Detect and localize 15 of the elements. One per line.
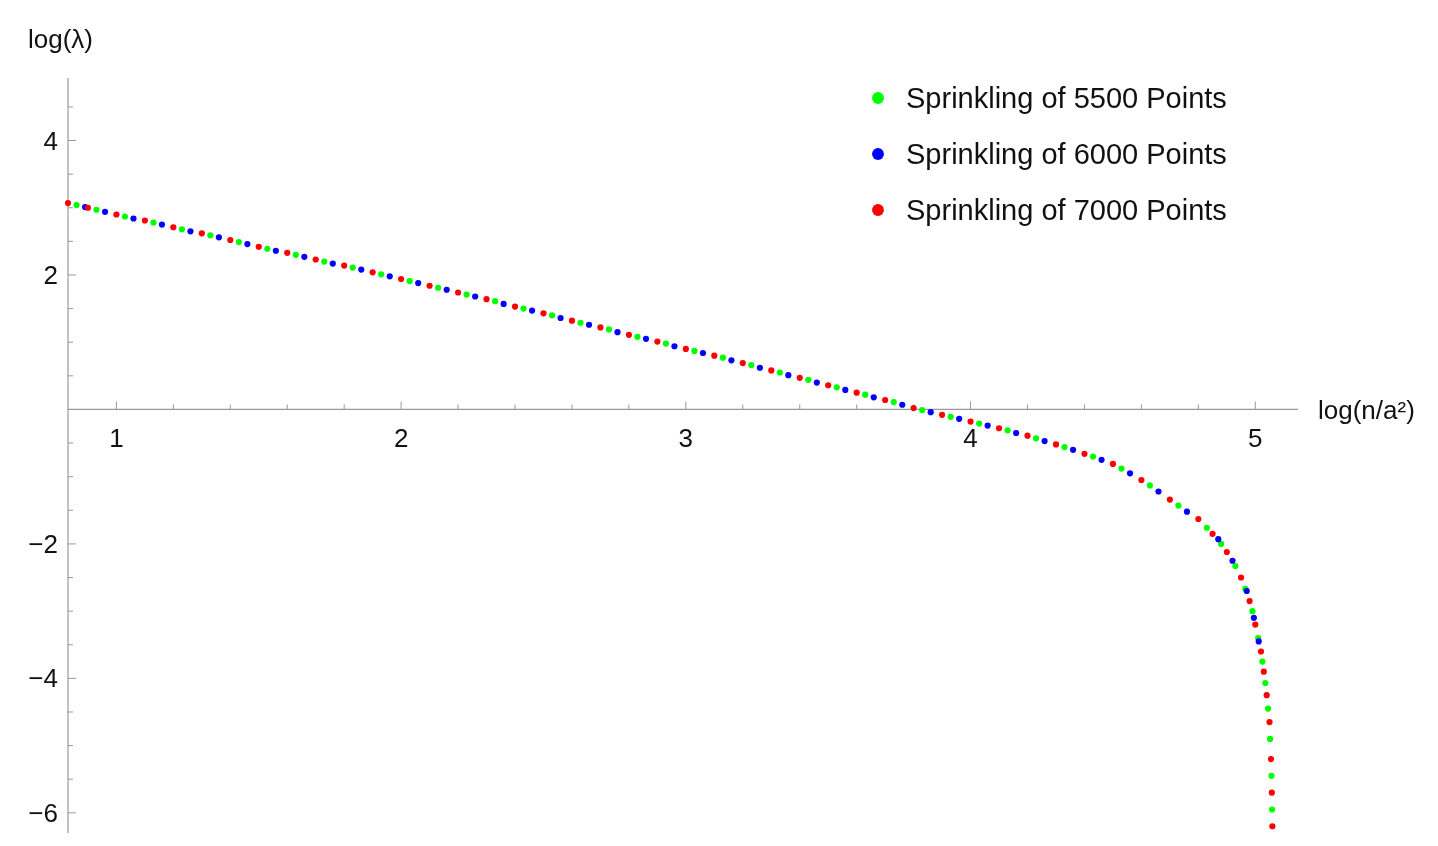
y-tick-label: 2 xyxy=(43,260,58,291)
x-tick-label: 2 xyxy=(393,423,409,454)
legend-label: Sprinkling of 5500 Points xyxy=(906,82,1227,115)
y-tick-label: −2 xyxy=(28,529,58,560)
x-tick-label: 1 xyxy=(109,423,124,454)
y-tick-label: −6 xyxy=(28,797,58,828)
y-tick-label: −4 xyxy=(28,663,58,694)
y-axis-title: log(λ) xyxy=(28,24,94,54)
legend-label: Sprinkling of 6000 Points xyxy=(906,138,1227,171)
x-tick-label: 4 xyxy=(963,423,978,454)
y-tick-label: 4 xyxy=(43,125,58,156)
x-tick-label: 5 xyxy=(1248,423,1263,454)
legend-label: Sprinkling of 7000 Points xyxy=(906,194,1227,227)
x-tick-label: 3 xyxy=(678,423,694,454)
x-axis-title: log(n/a²) xyxy=(1318,395,1415,426)
